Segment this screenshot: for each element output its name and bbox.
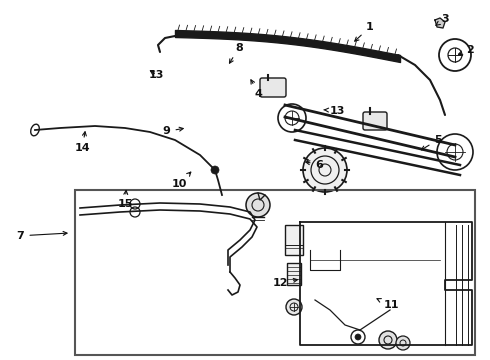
Bar [287,263,301,285]
Bar [285,225,303,255]
Text: 8: 8 [229,42,243,63]
FancyBboxPatch shape [260,78,286,97]
Text: 10: 10 [172,172,191,189]
Text: 12: 12 [272,278,297,288]
Bar [75,190,475,355]
FancyBboxPatch shape [363,112,387,130]
Text: 15: 15 [117,190,133,210]
Circle shape [211,166,219,174]
Circle shape [246,193,270,217]
Text: 4: 4 [251,80,263,99]
Text: 13: 13 [324,105,345,116]
Circle shape [396,336,410,350]
Text: 11: 11 [377,298,399,310]
Text: 7: 7 [17,231,67,241]
Circle shape [303,148,347,192]
Polygon shape [435,18,445,28]
Text: 6: 6 [306,159,323,170]
Text: 3: 3 [436,14,449,26]
Circle shape [379,331,397,349]
Text: 1: 1 [355,22,374,41]
Text: 13: 13 [149,70,165,80]
Circle shape [286,299,302,315]
Text: 5: 5 [421,135,442,150]
Text: 2: 2 [459,45,474,55]
Circle shape [355,334,361,340]
Text: 14: 14 [74,132,90,153]
Text: 9: 9 [163,126,183,136]
